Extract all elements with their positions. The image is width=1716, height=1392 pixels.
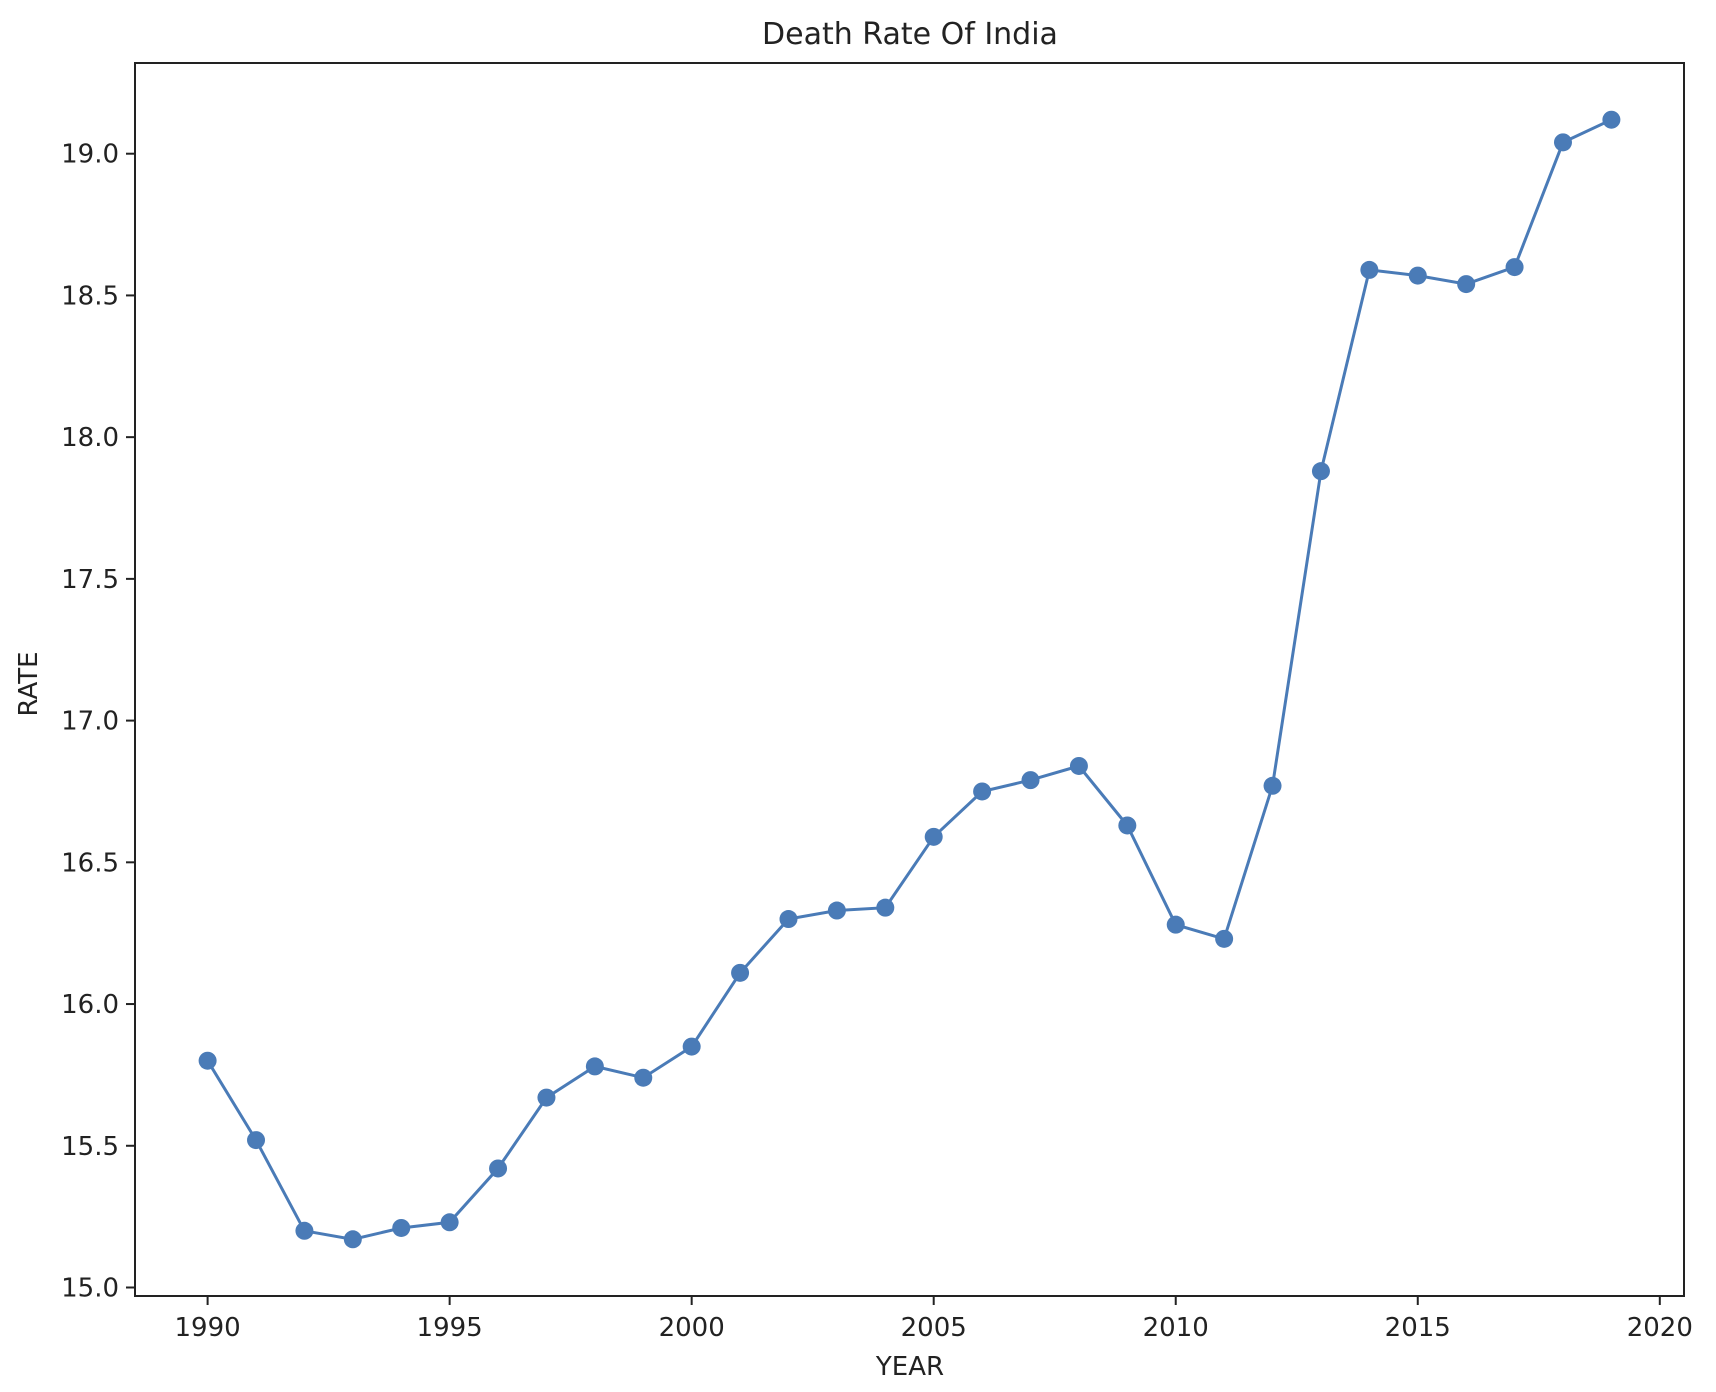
x-tick-label: 2005	[901, 1313, 967, 1343]
data-point-2015	[1408, 266, 1427, 285]
data-point-2016	[1457, 275, 1476, 294]
data-point-2014	[1360, 260, 1379, 279]
y-tick-label: 15.5	[61, 1132, 119, 1162]
data-point-2004	[876, 898, 895, 917]
data-point-1995	[440, 1213, 459, 1232]
data-point-2007	[1021, 771, 1040, 790]
y-tick-label: 19.0	[61, 140, 119, 170]
y-axis-ticks: 15.0 15.5 16.0 16.5 17.0 17.5 18.0 18.5 19.0	[61, 140, 135, 1303]
x-axis-ticks: 1990 1995 2000 2005 2010 2015 2020	[175, 1296, 1693, 1343]
data-point-2008	[1069, 756, 1088, 775]
data-point-2001	[731, 963, 750, 982]
data-point-2006	[973, 782, 992, 801]
y-axis-label: RATE	[14, 651, 44, 716]
data-point-2002	[779, 910, 798, 929]
data-point-2018	[1553, 133, 1572, 152]
data-point-2009	[1118, 816, 1137, 835]
x-tick-label: 2000	[659, 1313, 725, 1343]
y-tick-label: 15.0	[61, 1273, 119, 1303]
series-markers	[198, 110, 1621, 1249]
x-tick-label: 2020	[1627, 1313, 1693, 1343]
data-point-2012	[1263, 776, 1282, 795]
data-point-2003	[827, 901, 846, 920]
y-tick-label: 17.0	[61, 707, 119, 737]
y-tick-label: 16.5	[61, 848, 119, 878]
data-point-2013	[1311, 462, 1330, 481]
data-point-2019	[1602, 110, 1621, 129]
data-point-1991	[247, 1131, 266, 1150]
y-tick-label: 18.5	[61, 281, 119, 311]
x-tick-label: 2015	[1385, 1313, 1451, 1343]
y-tick-label: 17.5	[61, 565, 119, 595]
data-point-2000	[682, 1037, 701, 1056]
data-point-2005	[924, 827, 943, 846]
plot-frame	[134, 62, 1685, 1297]
data-point-1990	[198, 1051, 217, 1070]
data-point-2010	[1166, 915, 1185, 934]
data-point-1994	[392, 1218, 411, 1237]
x-axis-label: YEAR	[875, 1352, 944, 1382]
x-tick-label: 2010	[1143, 1313, 1209, 1343]
y-tick-label: 16.0	[61, 990, 119, 1020]
x-tick-label: 1995	[417, 1313, 483, 1343]
chart-title: Death Rate Of India	[762, 17, 1058, 52]
data-point-1993	[343, 1230, 362, 1249]
data-point-2017	[1505, 258, 1524, 277]
data-point-1999	[634, 1068, 653, 1087]
data-point-1992	[295, 1221, 314, 1240]
data-point-1998	[585, 1057, 604, 1076]
data-point-1997	[537, 1088, 556, 1107]
y-tick-label: 18.0	[61, 423, 119, 453]
x-tick-label: 1990	[175, 1313, 241, 1343]
data-point-1996	[489, 1159, 508, 1178]
data-point-2011	[1215, 929, 1234, 948]
plot-area: 1990 1995 2000 2005 2010 2015 2020 15.0 15.5 16.…	[61, 62, 1693, 1343]
